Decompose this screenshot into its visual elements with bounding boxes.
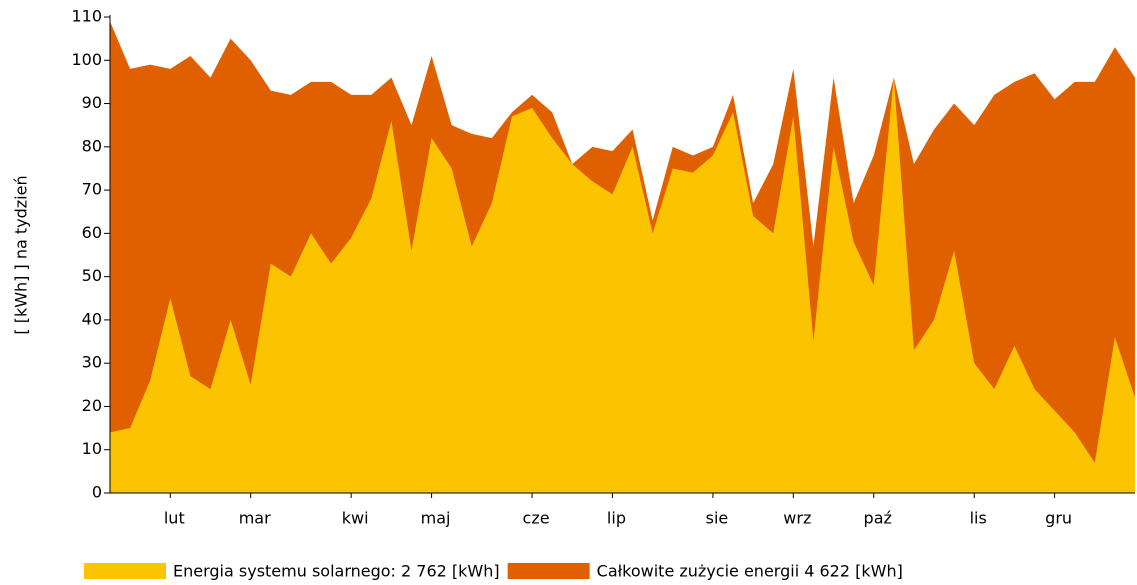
legend-swatch bbox=[507, 563, 590, 579]
y-tick-label: 0 bbox=[92, 483, 102, 502]
y-tick-label: 20 bbox=[82, 396, 102, 415]
x-tick-label: mar bbox=[239, 509, 271, 528]
x-tick-label: kwi bbox=[342, 509, 369, 528]
x-tick-label: lut bbox=[164, 509, 185, 528]
x-tick-label: sie bbox=[706, 509, 729, 528]
y-tick-label: 90 bbox=[82, 93, 102, 112]
y-tick-label: 70 bbox=[82, 180, 102, 199]
y-tick-label: 100 bbox=[71, 50, 102, 69]
x-tick-label: lis bbox=[970, 509, 987, 528]
y-tick-label: 10 bbox=[82, 439, 102, 458]
x-tick-label: cze bbox=[523, 509, 550, 528]
y-tick-label: 40 bbox=[82, 309, 102, 328]
legend-label: Energia systemu solarnego: 2 762 [kWh] bbox=[173, 562, 500, 581]
y-tick-label: 50 bbox=[82, 266, 102, 285]
legend-label: Całkowite zużycie energii 4 622 [kWh] bbox=[597, 562, 903, 581]
y-tick-label: 110 bbox=[71, 7, 102, 26]
x-tick-label: lip bbox=[607, 509, 626, 528]
y-tick-label: 80 bbox=[82, 136, 102, 155]
x-tick-label: wrz bbox=[783, 509, 811, 528]
x-tick-label: gru bbox=[1045, 509, 1072, 528]
y-tick-label: 30 bbox=[82, 353, 102, 372]
legend-swatch bbox=[84, 563, 166, 579]
area bbox=[110, 77, 1135, 493]
x-tick-label: maj bbox=[421, 509, 451, 528]
x-tick-label: paź bbox=[864, 509, 892, 528]
y-tick-label: 60 bbox=[82, 223, 102, 242]
y-axis-label: [ [kWh] ] na tydzień bbox=[12, 175, 31, 334]
